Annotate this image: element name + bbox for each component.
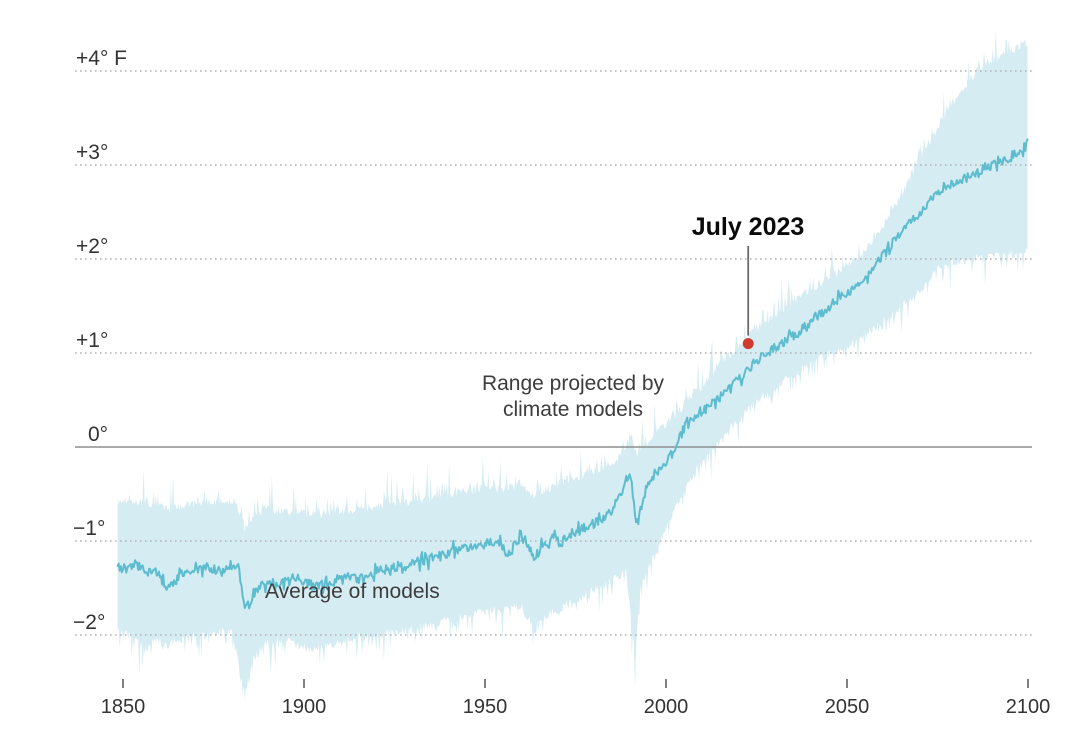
average-of-models-label: Average of models — [265, 580, 440, 603]
y-axis-label: +3° — [76, 141, 108, 164]
x-tick-label: 2100 — [1006, 696, 1051, 718]
model-average-line — [116, 138, 1029, 610]
x-tick-label: 2000 — [644, 696, 689, 718]
range-projected-label-line2: climate models — [502, 398, 644, 421]
x-tick-label: 1900 — [282, 696, 327, 718]
x-tick-label: 1950 — [463, 696, 508, 718]
y-axis-label: +4° F — [76, 47, 127, 70]
x-tick-label: 1850 — [101, 696, 146, 718]
x-tick-label: 2050 — [825, 696, 870, 718]
y-axis-label: +2° — [76, 235, 108, 258]
july-2023-dot — [742, 338, 754, 350]
range-projected-label-line1: Range projected by — [481, 372, 665, 395]
range-projected-label: Range projected by climate models — [482, 371, 664, 423]
y-axis-label: −2° — [73, 611, 105, 634]
july-2023-annotation-label: July 2023 — [691, 213, 805, 241]
y-axis-label: 0° — [88, 423, 108, 446]
model-range-band — [117, 29, 1028, 701]
y-axis-label: +1° — [76, 329, 108, 352]
y-axis-label: −1° — [73, 517, 105, 540]
